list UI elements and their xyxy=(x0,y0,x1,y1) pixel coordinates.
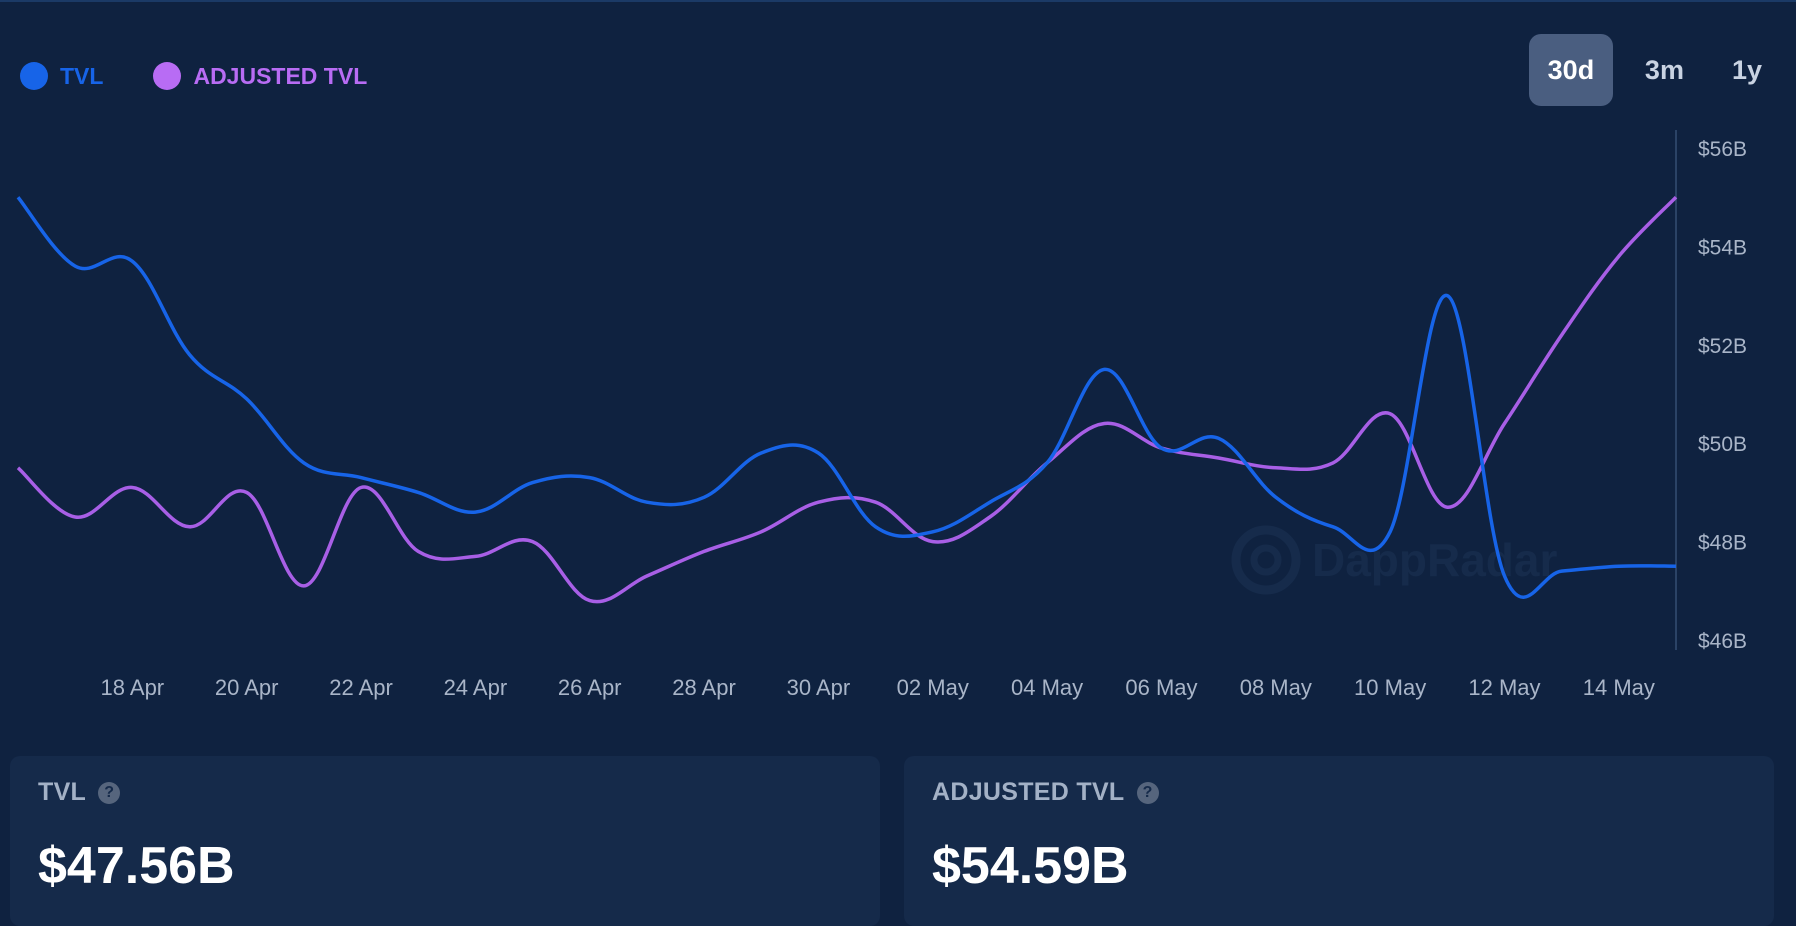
y-axis-ticks: $46B $48B $50B $52B $54B $56B xyxy=(1698,138,1747,653)
tvl-card-value: $47.56B xyxy=(38,837,235,895)
x-tick-label: 06 May xyxy=(1125,675,1197,700)
legend-item-tvl[interactable]: TVL xyxy=(20,62,103,90)
x-tick-label: 24 Apr xyxy=(444,675,508,700)
x-tick-label: 28 Apr xyxy=(672,675,736,700)
legend-dot-tvl xyxy=(20,62,48,90)
y-tick-label: $54B xyxy=(1698,236,1747,259)
adjusted-tvl-card-value: $54.59B xyxy=(932,837,1129,895)
x-tick-label: 26 Apr xyxy=(558,675,622,700)
watermark-logo-inner xyxy=(1250,544,1282,576)
x-tick-label: 14 May xyxy=(1583,675,1655,700)
watermark-text: DappRadar xyxy=(1312,534,1557,586)
tvl-card: TVL ? $47.56B xyxy=(10,756,880,926)
range-button-30d[interactable]: 30d xyxy=(1528,34,1613,106)
x-tick-label: 12 May xyxy=(1468,675,1540,700)
series-line-tvl xyxy=(16,196,1677,599)
tvl-card-title: TVL xyxy=(38,778,87,806)
time-range-selector: 30d 3m 1y xyxy=(1513,34,1778,106)
dappradar-watermark: DappRadar xyxy=(1231,525,1557,595)
help-icon[interactable]: ? xyxy=(1136,781,1159,804)
x-axis-ticks: 18 Apr 20 Apr 22 Apr 24 Apr 26 Apr 28 Apr 30 A… xyxy=(101,675,1655,700)
legend-label-adjusted-tvl: ADJUSTED TVL xyxy=(193,62,368,89)
x-tick-label: 22 Apr xyxy=(329,675,393,700)
watermark-logo-icon xyxy=(1231,525,1301,595)
x-tick-label: 18 Apr xyxy=(101,675,165,700)
tvl-line-chart: DappRadar $46B $48B $50B $52B $54B $56B 18 Ap… xyxy=(16,130,1747,700)
legend-item-adjusted-tvl[interactable]: ADJUSTED TVL xyxy=(153,62,367,90)
y-tick-label: $52B xyxy=(1698,335,1747,358)
y-tick-label: $50B xyxy=(1698,433,1747,456)
adjusted-tvl-card-title: ADJUSTED TVL xyxy=(932,778,1125,806)
adjusted-tvl-card-header: ADJUSTED TVL ? xyxy=(932,778,1159,807)
y-tick-label: $46B xyxy=(1698,630,1747,653)
y-tick-label: $48B xyxy=(1698,532,1747,555)
x-tick-label: 20 Apr xyxy=(215,675,279,700)
chart-legend: TVL ADJUSTED TVL xyxy=(20,62,417,90)
y-tick-label: $56B xyxy=(1698,138,1747,161)
x-tick-label: 10 May xyxy=(1354,675,1426,700)
top-border xyxy=(0,0,1796,2)
x-tick-label: 08 May xyxy=(1240,675,1312,700)
help-icon[interactable]: ? xyxy=(98,781,121,804)
tvl-card-header: TVL ? xyxy=(38,778,121,807)
x-tick-label: 02 May xyxy=(897,675,969,700)
legend-label-tvl: TVL xyxy=(60,62,104,89)
range-button-1y[interactable]: 1y xyxy=(1731,54,1762,85)
series-line-adjusted-tvl xyxy=(16,195,1678,604)
range-button-3m[interactable]: 3m xyxy=(1644,54,1684,85)
legend-dot-adjusted-tvl xyxy=(153,62,182,90)
x-tick-label: 04 May xyxy=(1011,675,1083,700)
adjusted-tvl-card: ADJUSTED TVL ? $54.59B xyxy=(904,756,1774,926)
x-tick-label: 30 Apr xyxy=(787,675,851,700)
